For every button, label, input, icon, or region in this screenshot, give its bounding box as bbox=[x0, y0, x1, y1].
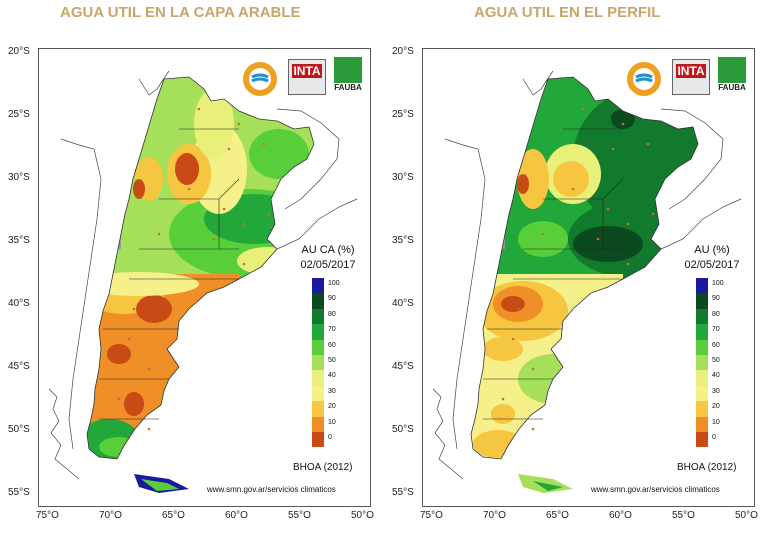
legend-value: 0 bbox=[712, 434, 716, 441]
legend-swatch bbox=[696, 293, 708, 309]
lat-tick-label: 45°S bbox=[8, 361, 30, 372]
legend-value: 50 bbox=[328, 357, 336, 364]
lon-tick-label: 75°O bbox=[36, 510, 59, 521]
source-url: www.smn.gov.ar/servicios climaticos bbox=[207, 485, 336, 494]
model-label: BHOA (2012) bbox=[677, 462, 737, 473]
lat-tick-label: 35°S bbox=[8, 235, 30, 246]
legend-value: 20 bbox=[712, 403, 720, 411]
lat-tick-label: 50°S bbox=[392, 424, 414, 435]
lat-tick-label: 20°S bbox=[392, 46, 414, 57]
legend-value: 60 bbox=[328, 341, 336, 349]
panel-2-title: AGUA UTIL EN EL PERFIL bbox=[474, 4, 661, 21]
lat-tick-label: 40°S bbox=[392, 298, 414, 309]
lat-tick-label: 30°S bbox=[392, 172, 414, 183]
legend-date: 02/05/2017 bbox=[300, 259, 356, 271]
lon-tick-label: 50°O bbox=[351, 510, 374, 521]
color-scale bbox=[696, 278, 708, 448]
lat-tick-label: 50°S bbox=[8, 424, 30, 435]
legend-swatch bbox=[312, 431, 324, 448]
legend-value: 0 bbox=[328, 434, 332, 441]
legend-swatch bbox=[696, 278, 708, 294]
legend-swatch bbox=[312, 401, 324, 417]
legend-value: 90 bbox=[328, 295, 336, 303]
legend-swatch bbox=[312, 385, 324, 402]
legend-swatch bbox=[696, 431, 708, 448]
legend-swatch bbox=[312, 370, 324, 386]
legend-value: 30 bbox=[328, 387, 336, 395]
map-panel-arable-layer: INTA FAUBA AU CA (%) 02/05/2017 100 90 80 7… bbox=[38, 48, 371, 507]
legend-date: 02/05/2017 bbox=[684, 259, 740, 271]
arable-layer-map bbox=[48, 70, 358, 493]
fauba-logo: FAUBA bbox=[715, 57, 749, 99]
profile-map bbox=[432, 70, 742, 493]
legend-value: 80 bbox=[712, 310, 720, 318]
legend-swatch bbox=[696, 339, 708, 355]
inta-logo: INTA bbox=[288, 59, 326, 95]
legend-value: 10 bbox=[712, 418, 720, 426]
lon-tick-label: 60°O bbox=[609, 510, 632, 521]
legend-value: 70 bbox=[328, 326, 336, 334]
legend-swatch bbox=[696, 401, 708, 417]
legend-title: AU CA (%) bbox=[301, 244, 355, 256]
lon-tick-label: 65°O bbox=[546, 510, 569, 521]
lat-tick-label: 55°S bbox=[8, 487, 30, 498]
lat-tick-label: 40°S bbox=[8, 298, 30, 309]
legend-swatch bbox=[312, 308, 324, 325]
lon-tick-label: 75°O bbox=[420, 510, 443, 521]
fauba-logo: FAUBA bbox=[331, 57, 365, 99]
legend-swatch bbox=[312, 324, 324, 340]
legend-value: 50 bbox=[712, 357, 720, 364]
lat-tick-label: 20°S bbox=[8, 46, 30, 57]
lon-tick-label: 55°O bbox=[672, 510, 695, 521]
model-label: BHOA (2012) bbox=[293, 462, 353, 473]
lat-tick-label: 45°S bbox=[392, 361, 414, 372]
color-scale bbox=[312, 278, 324, 448]
legend-swatch bbox=[696, 308, 708, 325]
legend-value: 70 bbox=[712, 326, 720, 334]
lat-tick-label: 25°S bbox=[8, 109, 30, 120]
legend-value: 20 bbox=[328, 403, 336, 411]
inta-logo: INTA bbox=[672, 59, 710, 95]
legend-swatch bbox=[312, 354, 324, 371]
legend-value: 40 bbox=[712, 372, 720, 380]
legend-value: 40 bbox=[328, 372, 336, 380]
panel-1-title: AGUA UTIL EN LA CAPA ARABLE bbox=[60, 4, 301, 21]
lat-tick-label: 35°S bbox=[392, 235, 414, 246]
lon-tick-label: 70°O bbox=[483, 510, 506, 521]
legend-value: 60 bbox=[712, 341, 720, 349]
smn-logo bbox=[242, 61, 278, 97]
source-url: www.smn.gov.ar/servicios climaticos bbox=[591, 485, 720, 494]
legend-title: AU (%) bbox=[694, 244, 730, 256]
lon-tick-label: 50°O bbox=[735, 510, 758, 521]
legend-swatch bbox=[312, 278, 324, 294]
lon-tick-label: 60°O bbox=[225, 510, 248, 521]
lat-tick-label: 30°S bbox=[8, 172, 30, 183]
legend-swatch bbox=[696, 354, 708, 371]
legend-swatch bbox=[696, 385, 708, 402]
legend-swatch bbox=[312, 416, 324, 432]
legend-swatch bbox=[696, 370, 708, 386]
legend-value: 30 bbox=[712, 387, 720, 395]
lon-tick-label: 65°O bbox=[162, 510, 185, 521]
legend-swatch bbox=[312, 339, 324, 355]
legend-value: 80 bbox=[328, 310, 336, 318]
lon-tick-label: 70°O bbox=[99, 510, 122, 521]
legend-swatch bbox=[696, 324, 708, 340]
legend-value: 100 bbox=[712, 280, 724, 287]
lon-tick-label: 55°O bbox=[288, 510, 311, 521]
legend-value: 90 bbox=[712, 295, 720, 303]
smn-logo bbox=[626, 61, 662, 97]
lat-tick-label: 55°S bbox=[392, 487, 414, 498]
legend-swatch bbox=[696, 416, 708, 432]
lat-tick-label: 25°S bbox=[392, 109, 414, 120]
legend-value: 10 bbox=[328, 418, 336, 426]
map-panel-profile: INTA FAUBA AU (%) 02/05/2017 100 90 80 70 60… bbox=[422, 48, 755, 507]
legend-value: 100 bbox=[328, 280, 340, 287]
legend-swatch bbox=[312, 293, 324, 309]
